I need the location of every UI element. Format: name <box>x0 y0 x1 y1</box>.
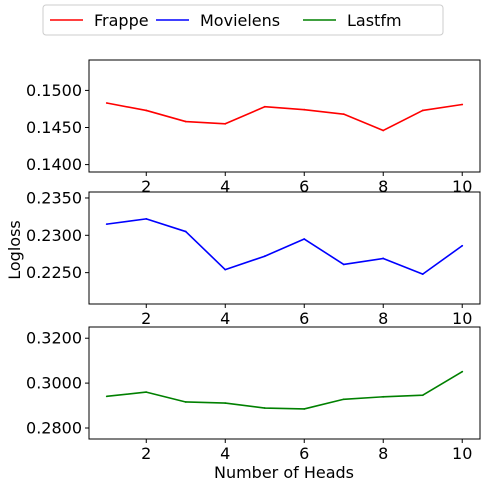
data-point-frappe <box>461 103 464 106</box>
x-tick-label: 4 <box>220 444 230 463</box>
legend-label-frappe: Frappe <box>94 11 149 30</box>
series-line-frappe <box>106 102 463 132</box>
data-point-movielens <box>105 223 108 226</box>
y-tick-label: 0.2800 <box>26 419 82 438</box>
data-point-frappe <box>184 120 187 123</box>
x-tick-label: 10 <box>452 309 472 328</box>
x-axis-label: Number of Heads <box>214 463 354 482</box>
panel-1: 2 4 6 8 10 0.1400 0.1450 0.1500 <box>26 59 481 196</box>
x-tick-label: 10 <box>452 177 472 196</box>
data-point-lastfm <box>421 394 424 397</box>
plot-frame <box>88 59 481 173</box>
data-point-movielens <box>461 244 464 247</box>
y-tick-label: 0.2350 <box>26 188 82 207</box>
data-point-movielens <box>145 217 148 220</box>
data-point-movielens <box>184 230 187 233</box>
data-point-lastfm <box>303 408 306 410</box>
y-tick-label: 0.1500 <box>26 81 82 100</box>
x-tick-label: 4 <box>220 309 230 328</box>
y-tick-label: 0.1400 <box>26 155 82 174</box>
x-tick-label: 8 <box>378 309 388 328</box>
data-point-movielens <box>303 238 306 240</box>
x-tick-label: 2 <box>141 444 151 463</box>
y-tick-label: 0.3000 <box>26 374 82 393</box>
data-point-lastfm <box>184 401 187 403</box>
panel-3: 2 4 6 8 10 0.2800 0.3000 0.3200 <box>26 326 481 463</box>
x-tick-label: 6 <box>299 309 309 328</box>
legend-frame <box>42 4 444 36</box>
data-point-movielens <box>382 257 385 260</box>
data-point-frappe <box>105 102 108 104</box>
legend-label-movielens: Movielens <box>200 11 280 30</box>
legend: Frappe Movielens Lastfm <box>42 4 444 36</box>
y-tick-label: 0.2250 <box>26 263 82 282</box>
data-point-lastfm <box>145 391 148 393</box>
y-tick-label: 0.3200 <box>26 329 82 348</box>
data-point-lastfm <box>382 395 385 398</box>
data-point-lastfm <box>461 370 464 373</box>
data-point-movielens <box>263 255 266 258</box>
x-tick-label: 8 <box>378 444 388 463</box>
data-point-frappe <box>145 109 148 112</box>
data-point-frappe <box>303 108 306 111</box>
data-point-frappe <box>342 113 345 116</box>
x-tick-label: 10 <box>452 444 472 463</box>
plot-frame <box>88 191 481 305</box>
panels: 2 4 6 8 10 0.1400 0.1450 0.1500 2 4 6 8 10 0.2250 0.23… <box>26 59 481 463</box>
data-point-movielens <box>224 268 227 271</box>
series-line-lastfm <box>106 370 463 410</box>
data-point-frappe <box>382 129 385 132</box>
data-point-lastfm <box>105 395 108 398</box>
y-tick-label: 0.2300 <box>26 226 82 245</box>
x-tick-label: 2 <box>141 177 151 196</box>
x-tick-label: 6 <box>299 177 309 196</box>
data-point-lastfm <box>263 407 266 409</box>
y-tick-label: 0.1450 <box>26 118 82 137</box>
x-tick-label: 8 <box>378 177 388 196</box>
data-point-frappe <box>263 105 266 108</box>
data-point-frappe <box>421 109 424 112</box>
legend-label-lastfm: Lastfm <box>347 11 402 30</box>
data-point-lastfm <box>224 402 227 404</box>
data-point-movielens <box>421 273 424 276</box>
data-point-lastfm <box>342 398 345 401</box>
y-axis-label: Logloss <box>5 220 24 279</box>
x-tick-label: 2 <box>141 309 151 328</box>
plot-frame <box>88 326 481 440</box>
x-tick-label: 4 <box>220 177 230 196</box>
x-tick-label: 6 <box>299 444 309 463</box>
data-point-frappe <box>224 122 227 125</box>
panel-2: 2 4 6 8 10 0.2250 0.2300 0.2350 <box>26 188 481 328</box>
series-line-movielens <box>106 218 463 275</box>
data-point-movielens <box>342 263 345 266</box>
